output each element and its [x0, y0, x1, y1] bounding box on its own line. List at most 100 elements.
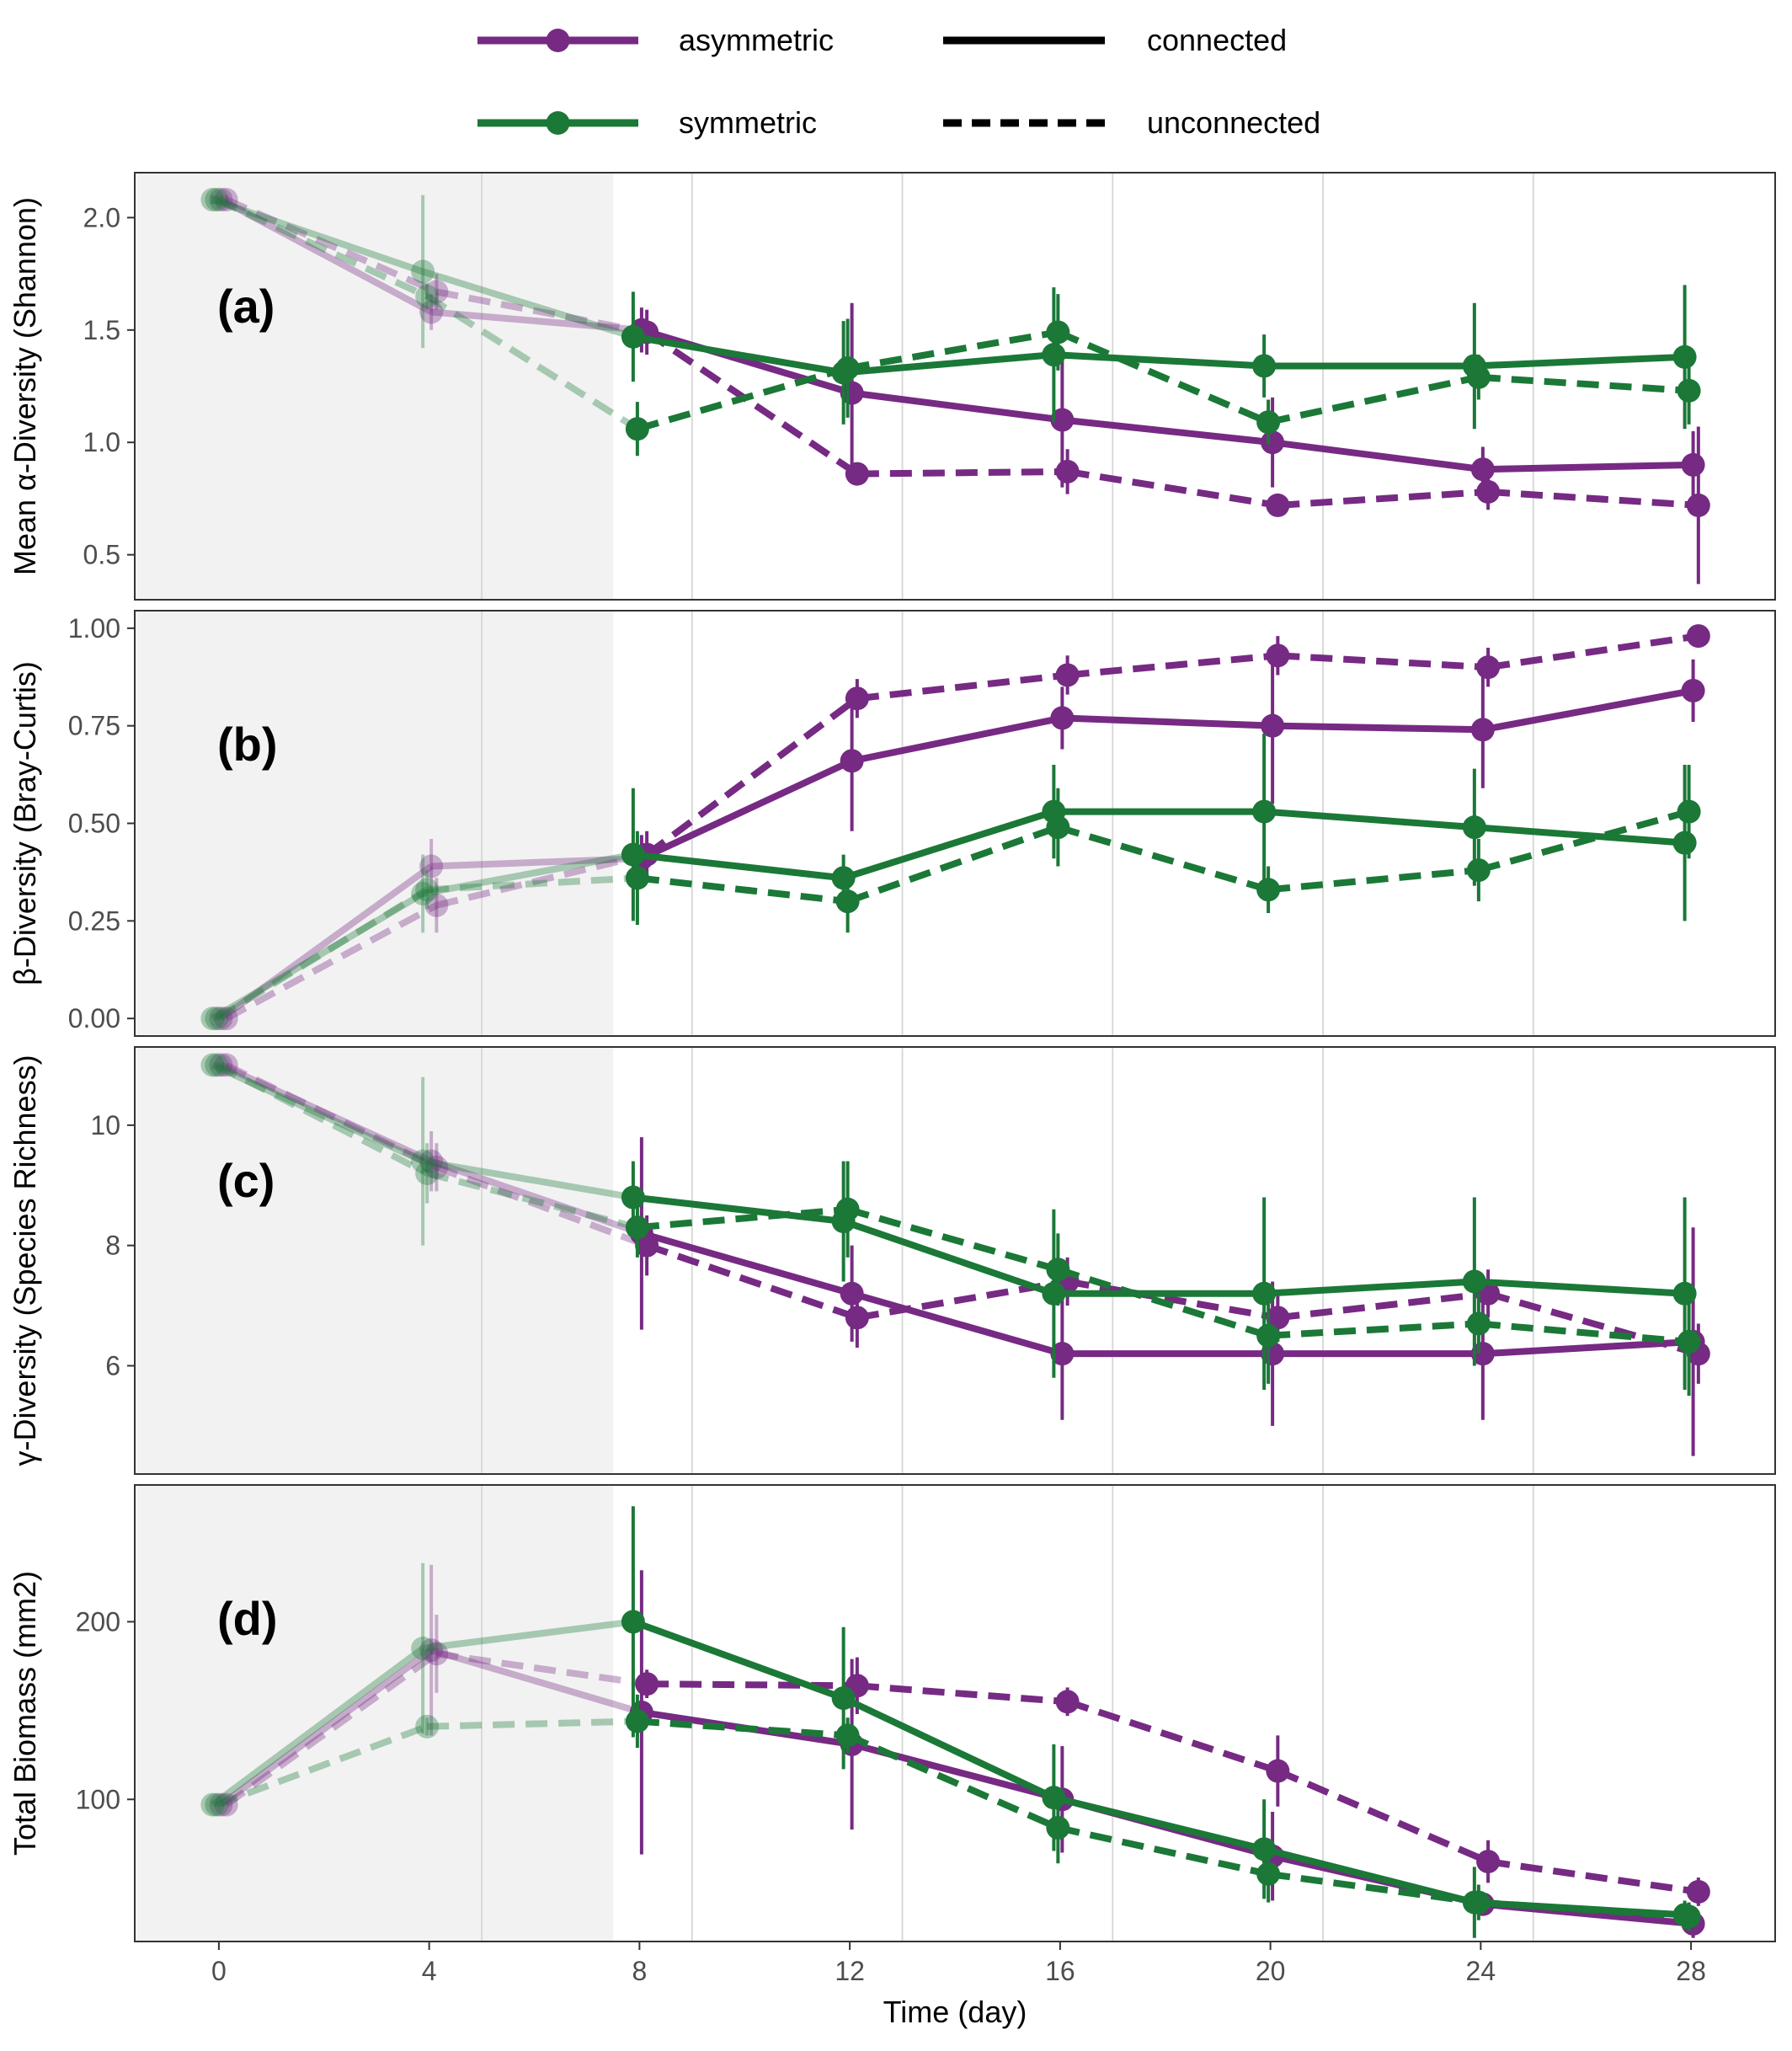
data-point	[1261, 713, 1285, 738]
data-point	[424, 1155, 449, 1179]
series-segment	[219, 1061, 433, 1165]
x-axis: 0 4 8 12 16 20 24 28 Time (day)	[211, 1942, 1706, 2029]
panel-label: (c)	[217, 1154, 275, 1207]
series-segment	[645, 1242, 859, 1322]
series-segment	[1067, 652, 1278, 679]
data-point	[1042, 1786, 1066, 1810]
series-segment	[1057, 1266, 1270, 1339]
series-segment	[846, 328, 1059, 372]
data-point	[205, 1792, 229, 1817]
data-point	[621, 1610, 645, 1634]
data-point	[1261, 1342, 1285, 1366]
data-point	[835, 356, 860, 381]
legend-label: connected	[1147, 23, 1287, 57]
series-segment	[421, 268, 635, 340]
series-segment	[219, 196, 434, 315]
series-segment	[1477, 808, 1690, 873]
series-group	[200, 1506, 1710, 1938]
series-segment	[216, 1723, 429, 1808]
y-axis-title: Total Biomass (mm2)	[8, 1571, 42, 1856]
y-tick-label: 2.0	[83, 202, 120, 232]
pre-treatment-shade	[135, 611, 614, 1036]
data-point	[1681, 452, 1705, 477]
panel-4: 100 200 Total Biomass (mm2) (d)	[8, 1484, 1776, 1942]
series-segment	[842, 1218, 1055, 1297]
series-segment	[1057, 1824, 1269, 1877]
series-segment	[1272, 722, 1483, 734]
data-point	[1470, 1342, 1495, 1366]
data-point	[835, 889, 860, 914]
series-segment	[1482, 461, 1693, 473]
data-point	[1677, 799, 1701, 824]
series-segment	[1474, 824, 1685, 847]
data-point	[209, 188, 233, 212]
panels: 0.5 1.0 1.5 2.0 Mean α-Diversity (Shannon) (a…	[8, 172, 1776, 1942]
series-segment	[856, 467, 1068, 478]
series-symmetric-unconnected	[205, 1694, 1701, 1931]
x-axis-title: Time (day)	[883, 1995, 1027, 2029]
series-segment	[1487, 633, 1699, 671]
panel-label: (b)	[217, 718, 278, 771]
panel-border	[134, 1046, 1776, 1475]
data-point	[1677, 1904, 1701, 1929]
series-segment	[1057, 824, 1270, 894]
series-segment	[1066, 1278, 1279, 1322]
series-segment	[426, 874, 638, 894]
series-segment	[636, 365, 849, 433]
legend-item-symmetric: symmetric	[477, 105, 817, 140]
data-point	[1046, 1258, 1070, 1282]
series-segment	[435, 1650, 648, 1688]
data-point	[635, 1233, 659, 1258]
series-asymmetric-connected	[209, 188, 1705, 499]
data-point	[1470, 718, 1495, 742]
data-point	[625, 417, 649, 441]
data-point	[621, 1185, 645, 1210]
series-segment	[1478, 1320, 1689, 1345]
data-point	[1252, 354, 1277, 378]
legend-label: unconnected	[1147, 105, 1320, 140]
data-point	[1055, 459, 1080, 483]
data-point	[415, 878, 440, 902]
series-segment	[640, 326, 853, 397]
series-segment	[426, 1170, 638, 1231]
data-point	[209, 1007, 233, 1031]
series-segment	[637, 1717, 848, 1739]
series-segment	[1267, 867, 1480, 894]
series-segment	[225, 196, 438, 296]
legend-item-connected: connected	[943, 23, 1287, 57]
data-point	[1256, 878, 1281, 902]
pre-treatment-shade	[135, 1485, 614, 1942]
data-point	[424, 1642, 449, 1666]
series-segment	[435, 1164, 648, 1249]
series-segment	[1267, 373, 1480, 426]
series-segment	[1267, 1320, 1480, 1339]
series-asymmetric-unconnected	[214, 1053, 1710, 1384]
data-point	[1266, 644, 1290, 668]
y-tick-label: 6	[105, 1350, 120, 1381]
data-point	[1055, 663, 1080, 687]
series-group	[200, 1053, 1710, 1456]
series-segment	[851, 714, 1064, 765]
series-segment	[1272, 439, 1484, 473]
data-point	[1476, 655, 1501, 680]
series-segment	[637, 1205, 848, 1231]
series-segment	[224, 902, 439, 1022]
data-point	[411, 259, 435, 284]
data-point	[415, 1714, 440, 1739]
legend: asymmetric symmetric connected unconnected	[477, 23, 1320, 140]
data-point	[415, 284, 440, 308]
data-point	[1256, 1323, 1281, 1348]
series-segment	[1263, 1278, 1475, 1297]
series-segment	[856, 671, 1069, 702]
data-point	[205, 1053, 229, 1077]
series-segment	[435, 851, 648, 909]
series-segment	[846, 824, 1059, 905]
x-tick-label: 24	[1466, 1956, 1496, 1986]
panel-label: (d)	[217, 1592, 278, 1645]
x-tick-label: 20	[1256, 1956, 1286, 1986]
data-point	[1050, 408, 1075, 432]
series-segment	[422, 1157, 634, 1201]
series-segment	[640, 1230, 853, 1297]
